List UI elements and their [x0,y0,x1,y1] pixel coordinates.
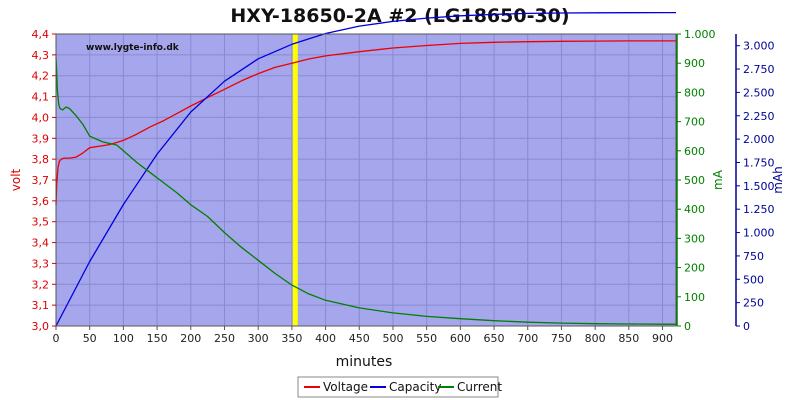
x-tick-label: 0 [53,332,60,345]
y-right1-tick-label: 0 [684,320,691,333]
series-line-current [55,57,676,325]
x-tick-label: 600 [450,332,471,345]
y-right2-tick-label: 2.500 [743,86,775,99]
y-right2-tick-label: 1.750 [743,156,775,169]
y-left-tick-label: 4,3 [32,49,50,62]
y-right1-tick-label: 600 [684,145,705,158]
y-left-tick-label: 3,4 [32,237,50,250]
x-tick-label: 150 [147,332,168,345]
x-axis-label: minutes [336,354,393,370]
y-right1-tick-label: 800 [684,86,705,99]
axes: 0 50 100 150 200 250 300 350 400 450 500 550 600 650 7… [32,28,775,345]
y-left-tick-label: 4,4 [32,28,50,41]
x-tick-label: 50 [83,332,97,345]
x-tick-label: 750 [551,332,572,345]
y-left-tick-label: 3,3 [32,257,50,270]
y-left-tick-label: 3,0 [32,320,50,333]
chart-title: HXY-18650-2A #2 (LG18650-30) [230,5,569,27]
legend-label-voltage: Voltage [323,380,368,394]
x-tick-label: 200 [180,332,201,345]
y-right2-tick-label: 1.500 [743,180,775,193]
legend-box [297,376,499,398]
x-tick-label: 800 [585,332,606,345]
x-tick-label: 700 [517,332,538,345]
y-axis-label-volt: volt [9,168,23,191]
x-tick-label: 850 [618,332,639,345]
series-line-capacity [55,11,676,327]
x-tick-label: 650 [484,332,505,345]
y-right2-tick-label: 2.000 [743,133,775,146]
x-tick-label: 900 [652,332,673,345]
series-line-voltage [55,40,676,206]
y-left-tick-label: 4,0 [32,111,50,124]
y-right2-tick-label: 3.000 [743,40,775,53]
y-right2-tick-label: 2.750 [743,63,775,76]
y-right1-tick-label: 100 [684,291,705,304]
y-right2-tick-label: 500 [743,273,764,286]
y-left-tick-label: 4,2 [32,70,50,83]
legend-label-current: Current [457,380,502,394]
y-left-tick-label: 3,1 [32,299,50,312]
y-right2-tick-label: 250 [743,297,764,310]
y-axis-label-ma: mA [711,169,725,190]
y-left-tick-label: 3,9 [32,132,50,145]
x-tick-label: 100 [113,332,134,345]
y-right1-tick-label: 700 [684,116,705,129]
y-right2-tick-label: 1.000 [743,227,775,240]
series-lines [55,11,676,327]
y-axis-label-mah: mAh [771,166,785,194]
legend-label-capacity: Capacity [389,380,441,394]
y-right2-tick-label: 0 [743,320,750,333]
x-tick-label: 350 [281,332,302,345]
y-left-tick-label: 4,1 [32,91,50,104]
y-right1-tick-label: 900 [684,57,705,70]
y-left-tick-label: 3,5 [32,216,50,229]
x-tick-label: 250 [214,332,235,345]
y-right1-tick-label: 200 [684,262,705,275]
x-tick-label: 400 [315,332,336,345]
y-right2-tick-label: 750 [743,250,764,263]
y-right1-tick-label: 1.000 [684,28,716,41]
x-tick-label: 550 [416,332,437,345]
y-left-tick-label: 3,6 [32,195,50,208]
y-left-tick-label: 3,2 [32,278,50,291]
legend: Voltage Capacity Current [297,376,502,398]
x-tick-label: 500 [382,332,403,345]
y-right2-tick-label: 2.250 [743,110,775,123]
y-left-tick-label: 3,7 [32,174,50,187]
y-right1-tick-label: 500 [684,174,705,187]
y-right2-tick-label: 1.250 [743,203,775,216]
watermark: www.lygte-info.dk [86,43,180,53]
x-tick-label: 300 [248,332,269,345]
y-right1-tick-label: 400 [684,203,705,216]
x-tick-label: 450 [349,332,370,345]
y-left-tick-label: 3,8 [32,153,50,166]
y-right1-tick-label: 300 [684,232,705,245]
